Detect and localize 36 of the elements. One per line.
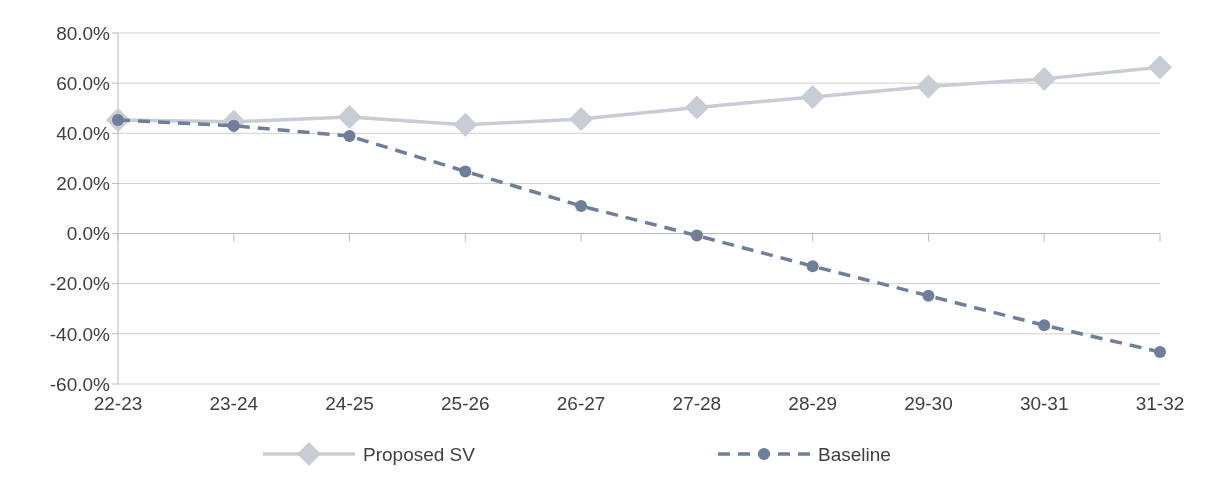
- y-tick-label: 80.0%: [56, 22, 111, 44]
- point: [684, 95, 709, 120]
- x-tick-label: 30-31: [1019, 393, 1069, 414]
- point: [916, 74, 941, 99]
- point: [1038, 319, 1051, 332]
- point: [337, 104, 362, 129]
- point: [459, 165, 472, 178]
- legend-label: Proposed SV: [363, 443, 476, 465]
- x-tick-label: 23-24: [209, 393, 259, 414]
- x-tick-label: 31-32: [1135, 393, 1185, 414]
- x-tick-label: 27-28: [672, 393, 722, 414]
- legend-label: Baseline: [818, 443, 891, 465]
- x-tick-label: 22-23: [93, 393, 143, 414]
- point: [806, 260, 819, 273]
- point: [1032, 66, 1057, 91]
- point: [1148, 55, 1172, 80]
- y-tick-label: -40.0%: [49, 323, 111, 345]
- y-tick-label: -20.0%: [49, 273, 111, 295]
- point: [453, 112, 478, 137]
- point: [922, 289, 935, 302]
- point: [569, 107, 594, 131]
- point: [1154, 345, 1166, 358]
- x-tick-label: 26-27: [556, 393, 606, 414]
- y-tick-label: 60.0%: [56, 72, 111, 94]
- y-tick-label: 20.0%: [56, 173, 111, 195]
- point: [800, 84, 825, 109]
- x-tick-label: 25-26: [441, 393, 490, 414]
- point: [343, 130, 356, 143]
- y-tick-label: 40.0%: [56, 122, 111, 144]
- y-tick-label: 0.0%: [66, 223, 111, 245]
- y-tick-label: -60.0%: [49, 373, 111, 395]
- point: [690, 229, 703, 242]
- x-tick-label: 28-29: [788, 393, 837, 414]
- x-tick-label: 24-25: [325, 393, 374, 414]
- point: [575, 199, 588, 212]
- x-tick-label: 29-30: [904, 393, 953, 414]
